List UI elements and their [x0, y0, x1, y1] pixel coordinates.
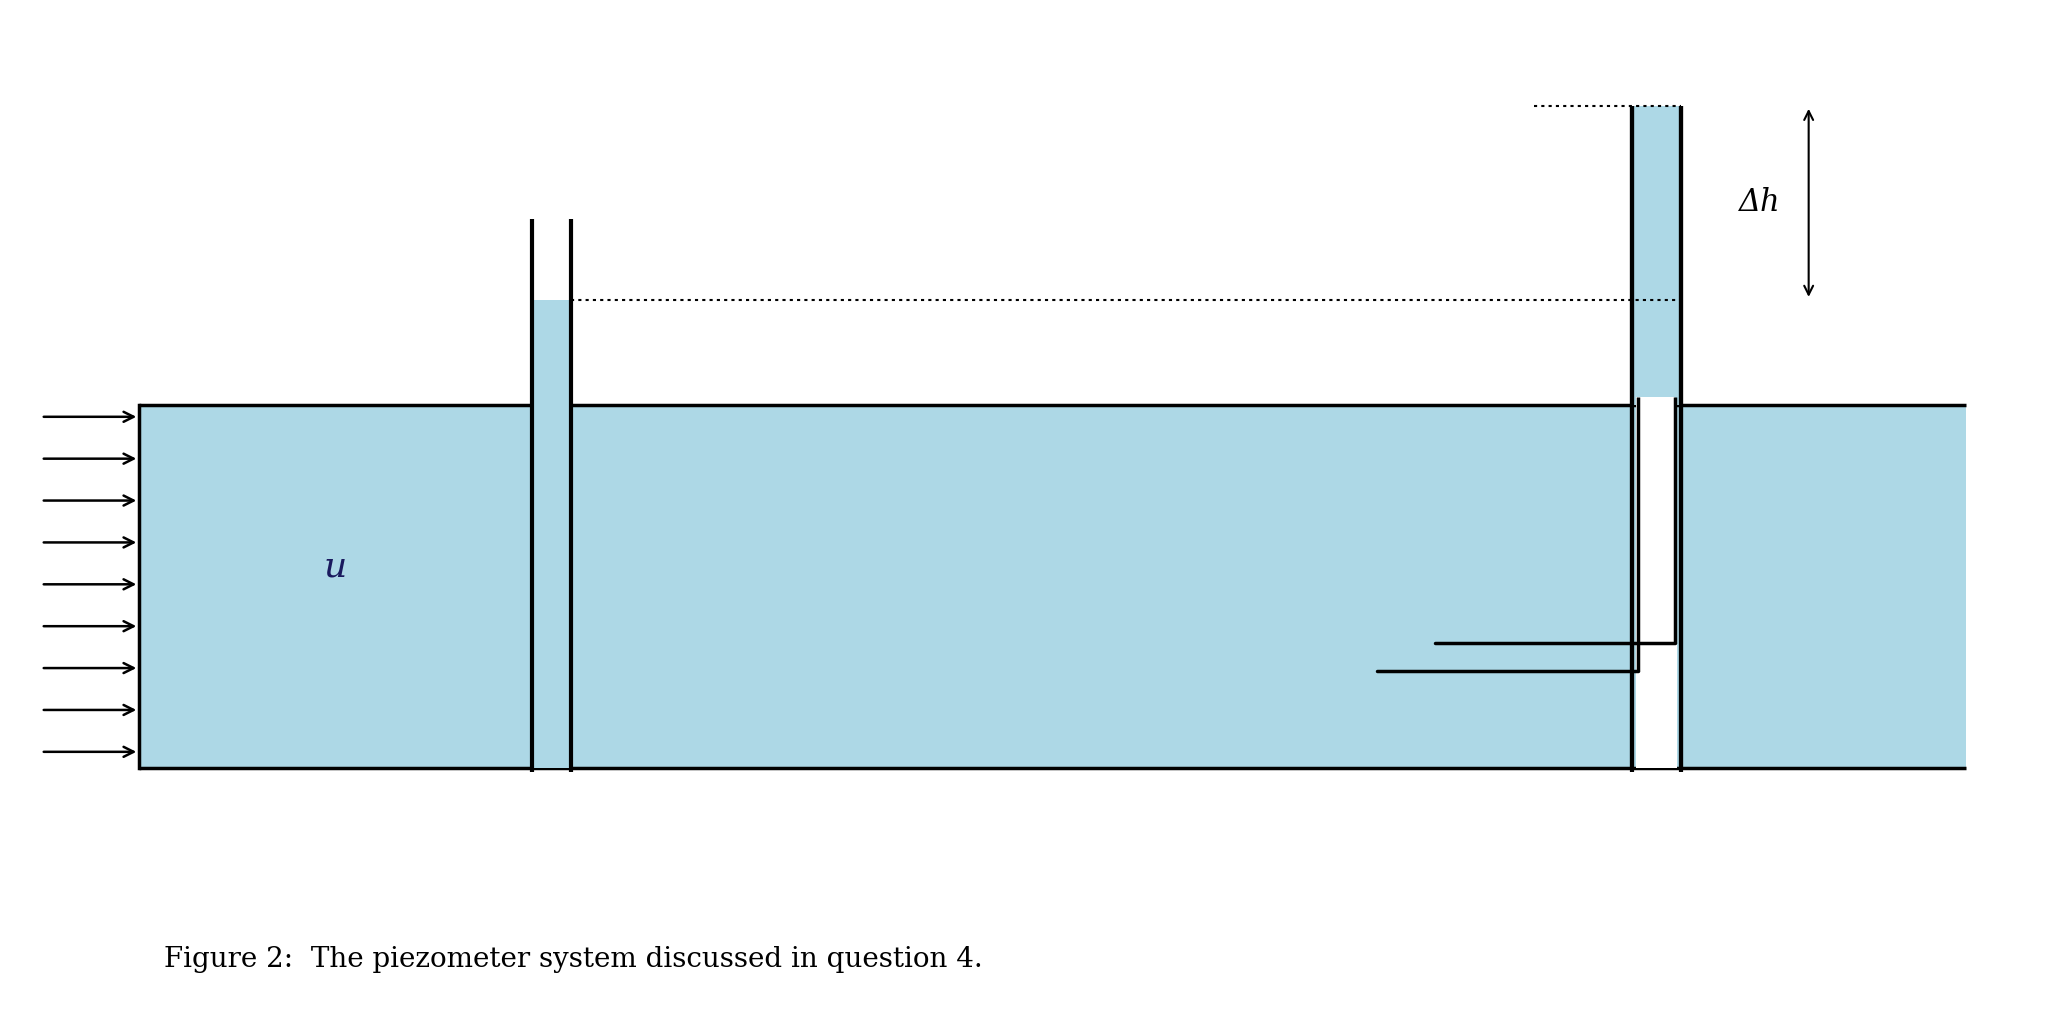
Bar: [139, 405, 1966, 768]
Bar: [532, 219, 571, 300]
Bar: [1639, 396, 1676, 643]
Text: Figure 2:  The piezometer system discussed in question 4.: Figure 2: The piezometer system discusse…: [164, 946, 982, 973]
Bar: [1637, 405, 1678, 768]
Bar: [1633, 106, 1682, 405]
Text: u: u: [323, 550, 348, 583]
Bar: [1637, 396, 1639, 671]
Bar: [532, 300, 571, 768]
Text: Δh: Δh: [1739, 187, 1780, 218]
